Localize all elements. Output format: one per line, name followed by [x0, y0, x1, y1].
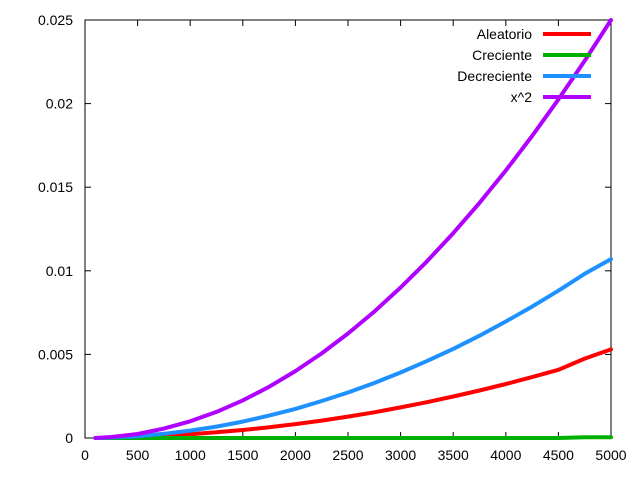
- x-tick-label: 2000: [280, 447, 311, 463]
- legend-label: Aleatorio: [477, 26, 532, 42]
- x-tick-label: 5000: [595, 447, 626, 463]
- x-tick-label: 2500: [332, 447, 363, 463]
- x-tick-label: 1500: [227, 447, 258, 463]
- y-tick-label: 0: [65, 430, 73, 446]
- x-tick-label: 3000: [385, 447, 416, 463]
- y-tick-label: 0.005: [38, 346, 73, 362]
- x-axis-ticks: 0 500 1000 1500 2000 2500 3000 3500 4000 4500 5000: [81, 20, 627, 463]
- y-tick-label: 0.02: [46, 96, 73, 112]
- series-line-3: [93, 18, 613, 440]
- x-tick-label: 4000: [490, 447, 521, 463]
- series-lines: [93, 18, 613, 440]
- x-tick-label: 500: [126, 447, 150, 463]
- series-line-0: [93, 347, 613, 440]
- legend-label: x^2: [511, 89, 533, 105]
- x-tick-label: 0: [81, 447, 89, 463]
- legend-label: Creciente: [472, 47, 532, 63]
- y-axis-ticks: 0 0.005 0.01 0.015 0.02 0.025: [38, 12, 611, 446]
- y-tick-label: 0.025: [38, 12, 73, 28]
- x-tick-label: 3500: [438, 447, 469, 463]
- series-line-1: [93, 435, 613, 440]
- y-tick-label: 0.01: [46, 263, 73, 279]
- x-tick-label: 1000: [175, 447, 206, 463]
- legend-label: Decreciente: [457, 68, 532, 84]
- series-line-2: [93, 257, 613, 440]
- x-tick-label: 4500: [543, 447, 574, 463]
- legend: Aleatorio Creciente Decreciente x^2: [457, 26, 591, 105]
- y-tick-label: 0.015: [38, 179, 73, 195]
